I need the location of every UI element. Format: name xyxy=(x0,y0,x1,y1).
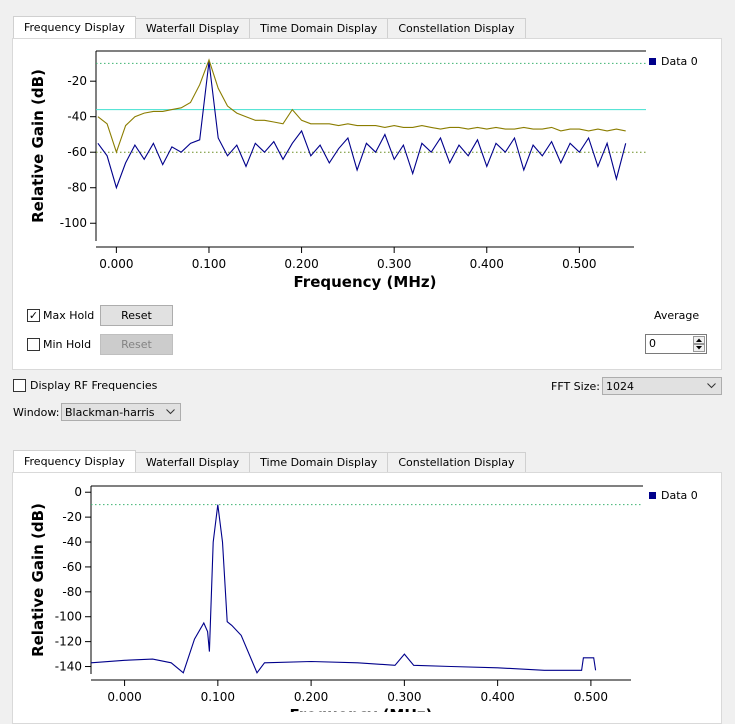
spin-arrows xyxy=(693,336,705,352)
button: Reset xyxy=(100,334,173,355)
tab[interactable]: Frequency Display xyxy=(13,16,136,38)
dropdown-arrow xyxy=(166,409,175,415)
x-axis-title: Frequency (MHz) xyxy=(294,273,437,291)
spinbox[interactable]: 0 xyxy=(645,334,707,354)
y-tick-label: 0 xyxy=(74,485,82,499)
x-tick-label: 0.500 xyxy=(574,690,608,704)
tab[interactable]: Frequency Display xyxy=(13,450,136,472)
series-line xyxy=(97,58,626,154)
y-tick-label: -20 xyxy=(67,74,87,88)
checkbox-label: Max Hold xyxy=(43,309,95,322)
x-tick-label: 0.200 xyxy=(284,257,318,271)
panel: -100 -80 -60 -40 -20 0.000 0.100 0.200 0.300 0.40… xyxy=(12,38,722,370)
x-tick-label: 0.100 xyxy=(192,257,226,271)
y-tick-label: -80 xyxy=(62,585,82,599)
button[interactable]: Reset xyxy=(100,305,173,326)
chart: -100 -80 -60 -40 -20 0.000 0.100 0.200 0.300 0.40… xyxy=(29,50,698,291)
x-tick-label: 0.300 xyxy=(387,690,421,704)
x-tick-label: 0.300 xyxy=(377,257,411,271)
legend-label: Data 0 xyxy=(661,55,698,68)
panel: -140 -120 -100 -80 -60 -40 -20 0 0.000 0.100 0.200… xyxy=(12,472,722,724)
y-tick-label: -120 xyxy=(55,635,82,649)
x-tick-label: 0.000 xyxy=(99,257,133,271)
checkbox-label: Min Hold xyxy=(43,338,92,351)
label: Window: xyxy=(13,406,60,419)
y-tick-label: -100 xyxy=(55,610,82,624)
tab-bar: Frequency Display Waterfall Display Time… xyxy=(13,16,526,38)
legend-swatch xyxy=(649,58,656,65)
tab[interactable]: Constellation Display xyxy=(387,452,526,472)
checkbox[interactable] xyxy=(13,379,26,392)
y-tick-label: -80 xyxy=(67,181,87,195)
legend-swatch xyxy=(649,492,656,499)
x-axis-title: Frequency (MHz) xyxy=(290,706,433,712)
y-axis-title: Relative Gain (dB) xyxy=(29,503,47,657)
label: Average xyxy=(654,309,700,322)
y-tick-label: -100 xyxy=(60,216,87,230)
checkbox[interactable]: ✓ xyxy=(27,309,40,322)
chart: -140 -120 -100 -80 -60 -40 -20 0 0.000 0.100 0.200… xyxy=(29,485,698,712)
checkbox[interactable] xyxy=(27,338,40,351)
y-tick-label: -40 xyxy=(62,535,82,549)
y-axis-title: Relative Gain (dB) xyxy=(29,69,47,223)
series-line xyxy=(97,61,627,190)
y-tick-label: -60 xyxy=(62,560,82,574)
x-tick-label: 0.100 xyxy=(201,690,235,704)
y-tick-label: -140 xyxy=(55,660,82,674)
spinbox-value: 0 xyxy=(649,337,656,350)
tab[interactable]: Time Domain Display xyxy=(249,18,389,38)
combo-box[interactable]: Blackman-harris xyxy=(61,403,181,421)
series-line xyxy=(90,504,597,674)
y-tick-label: -40 xyxy=(67,110,87,124)
tab[interactable]: Time Domain Display xyxy=(249,452,389,472)
combo-value: Blackman-harris xyxy=(65,406,155,419)
checkbox-label: Display RF Frequencies xyxy=(30,379,158,392)
y-tick-label: -60 xyxy=(67,145,87,159)
x-tick-label: 0.400 xyxy=(470,257,504,271)
label: FFT Size: xyxy=(551,380,600,393)
legend-label: Data 0 xyxy=(661,489,698,502)
x-tick-label: 0.200 xyxy=(294,690,328,704)
tab[interactable]: Waterfall Display xyxy=(134,452,251,472)
x-tick-label: 0.500 xyxy=(562,257,596,271)
combo-value: 1024 xyxy=(606,380,634,393)
x-tick-label: 0.400 xyxy=(480,690,514,704)
tab[interactable]: Constellation Display xyxy=(387,18,526,38)
tab[interactable]: Waterfall Display xyxy=(134,18,251,38)
combo-box[interactable]: 1024 xyxy=(602,377,722,395)
dropdown-arrow xyxy=(707,383,716,389)
tab-bar: Frequency Display Waterfall Display Time… xyxy=(13,450,526,472)
y-tick-label: -20 xyxy=(62,510,82,524)
x-tick-label: 0.000 xyxy=(107,690,141,704)
